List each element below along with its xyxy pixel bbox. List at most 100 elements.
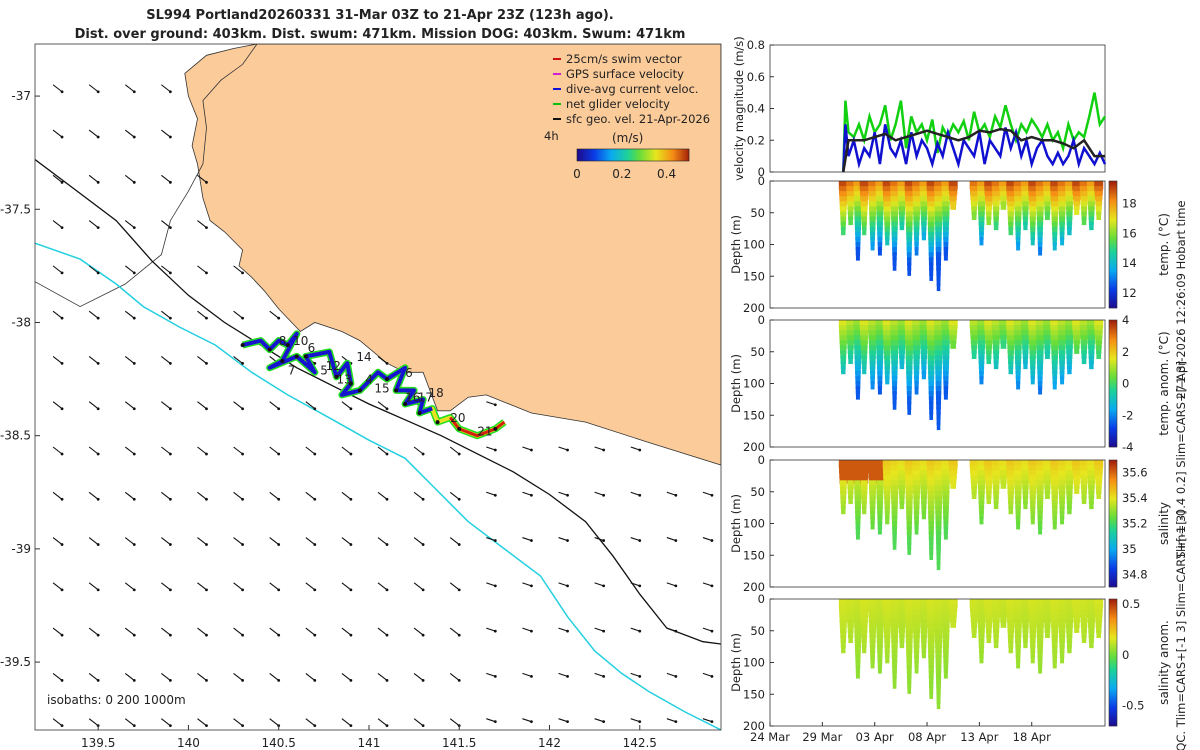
colorbar-cell (620, 149, 622, 161)
colorbar-cell (638, 149, 640, 161)
current-vector-head (60, 135, 64, 139)
section-colorbar-cell (1109, 693, 1117, 695)
section-cell (1044, 490, 1050, 499)
track-fix (280, 358, 285, 363)
section-cell (1028, 325, 1038, 334)
section-colorbar-cell (1109, 274, 1117, 276)
section-cell (1007, 350, 1014, 359)
section-cell (1035, 470, 1045, 479)
section-colorbar-cell (1109, 505, 1117, 507)
section-cell (839, 614, 848, 623)
section-colorbar-cell (1109, 543, 1117, 545)
section-cell (905, 634, 913, 644)
section-cell (979, 505, 984, 515)
section-cell (1014, 609, 1023, 618)
section-colorbar-cell (1109, 360, 1117, 362)
current-vector-head (205, 271, 208, 275)
section-colorbar-cell (1109, 214, 1117, 216)
colorbar-cell (590, 149, 592, 161)
section-colorbar-cell (1109, 581, 1117, 583)
current-vector-head (132, 452, 136, 456)
section-cell (993, 355, 999, 365)
section-cell (905, 355, 913, 365)
current-vector (522, 582, 532, 587)
section-cell (1029, 495, 1036, 505)
current-vector-head (385, 678, 389, 682)
current-vector-head (168, 180, 172, 184)
section-colorbar-cell (1109, 534, 1117, 536)
day-marker: 10 (293, 334, 308, 348)
section-colorbar-cell (1109, 573, 1117, 575)
section-cell (913, 226, 920, 236)
section-cell (1036, 206, 1044, 215)
section-cell (862, 644, 867, 654)
section-cell (906, 515, 913, 525)
section-colorbar-cell (1109, 526, 1117, 528)
section-cell (906, 505, 913, 515)
section-cell (1080, 475, 1088, 484)
section-cell (884, 231, 890, 241)
current-vector (233, 356, 243, 364)
section-cell (860, 330, 869, 339)
section-colorbar-cell (1109, 613, 1117, 615)
section-colorbar-cell (1109, 204, 1117, 206)
section-colorbar-cell (1109, 569, 1117, 571)
current-vector-head (96, 135, 100, 139)
section-cell (868, 470, 877, 479)
section-cell (839, 604, 848, 613)
section-colorbar-cell (1109, 675, 1117, 677)
section-cell (1051, 201, 1059, 210)
section-cell (1006, 465, 1016, 474)
section-cell (1038, 247, 1043, 256)
section-cell (1014, 475, 1022, 484)
section-cell (912, 181, 922, 190)
section-cell (1043, 186, 1052, 195)
section-cell (899, 629, 905, 638)
section-colorbar-cell (1109, 706, 1117, 708)
section-cell (840, 634, 847, 644)
current-vector-head (674, 493, 678, 497)
section-cell (1081, 490, 1087, 499)
section-colorbar-cell (1109, 640, 1117, 642)
section-cell (1073, 330, 1081, 339)
section-cell (1006, 599, 1016, 608)
section-cell (985, 196, 993, 205)
section-colorbar-cell (1109, 236, 1117, 238)
section-colorbar-cell (1109, 367, 1117, 369)
section-ytick-label: 100 (743, 656, 765, 670)
section-colorbar-cell (1109, 190, 1117, 192)
section-colorbar-cell (1109, 677, 1117, 679)
current-vector (161, 582, 171, 591)
section-cell (1081, 634, 1087, 644)
section-cell (1058, 480, 1066, 489)
current-vector-head (96, 226, 100, 229)
section-cell (846, 186, 855, 195)
section-cell (1065, 340, 1073, 349)
section-cell (920, 206, 928, 215)
current-vector (197, 401, 207, 410)
section-colorbar-cell (1109, 229, 1117, 231)
section-cell (1006, 470, 1015, 479)
section-cell (898, 485, 906, 494)
current-vector-head (710, 674, 714, 678)
section-colorbar-cell (1109, 519, 1117, 521)
section-cell (929, 262, 934, 271)
section-colorbar-cell (1109, 558, 1117, 560)
section-cell (935, 495, 943, 505)
section-cell (1050, 599, 1060, 608)
section-cell (935, 659, 942, 669)
section-colorbar-cell (1109, 211, 1117, 213)
section-cell (1065, 480, 1073, 489)
section-cell (929, 401, 934, 410)
section-colorbar-cell (1109, 689, 1117, 691)
section-colorbar-cell (1109, 198, 1117, 200)
section-cell (942, 624, 950, 633)
section-cell (861, 485, 868, 494)
section-cell (877, 236, 883, 246)
section-cell (921, 649, 926, 659)
colorbar-cell (668, 149, 670, 161)
section-cell (1086, 599, 1096, 608)
current-vector-head (168, 316, 172, 320)
section-cell (868, 196, 877, 205)
section-cell (1015, 639, 1021, 649)
